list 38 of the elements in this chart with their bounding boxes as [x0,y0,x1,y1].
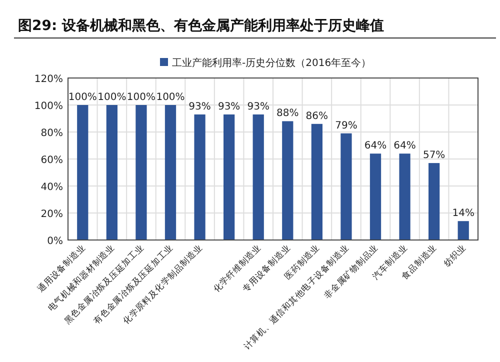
text: 93% [188,101,211,112]
text: 93% [247,101,270,112]
y-tick-label: 100% [34,101,63,112]
chart-title: 图29: 设备机械和黑色、有色金属产能利用率处于历史峰值 [18,17,384,34]
text: 14% [452,208,474,220]
legend-label: 工业产能利用率-历史分位数（2016年至今） [172,57,372,69]
y-tick-label: 40% [40,182,63,193]
x-tick-label: 纺织业 [442,242,468,270]
y-tick-label: 0% [47,236,63,247]
bar [194,114,206,240]
bar [164,105,176,240]
text: 57% [422,150,446,162]
bar [458,221,469,240]
y-tick-label: 20% [40,209,63,220]
text: 79% [335,120,358,132]
bar [399,154,410,240]
bar [370,154,382,240]
text: 64% [394,140,416,152]
bar [311,124,322,240]
bar [282,121,294,240]
text: 100% [68,92,97,103]
text: 100% [98,92,126,103]
bar [224,114,235,240]
bar [136,105,147,240]
text: 100% [156,92,185,103]
bar [77,105,88,240]
y-tick-label: 60% [40,155,63,166]
text: 64% [364,140,387,152]
text: 88% [276,108,299,120]
y-tick-label: 80% [40,128,63,139]
text: 93% [218,101,240,112]
bar [428,163,440,240]
text: 86% [306,110,328,122]
y-tick-label: 120% [34,74,63,85]
bar [252,114,264,240]
text: 100% [126,92,156,103]
bar [340,133,352,240]
bar [106,105,118,240]
